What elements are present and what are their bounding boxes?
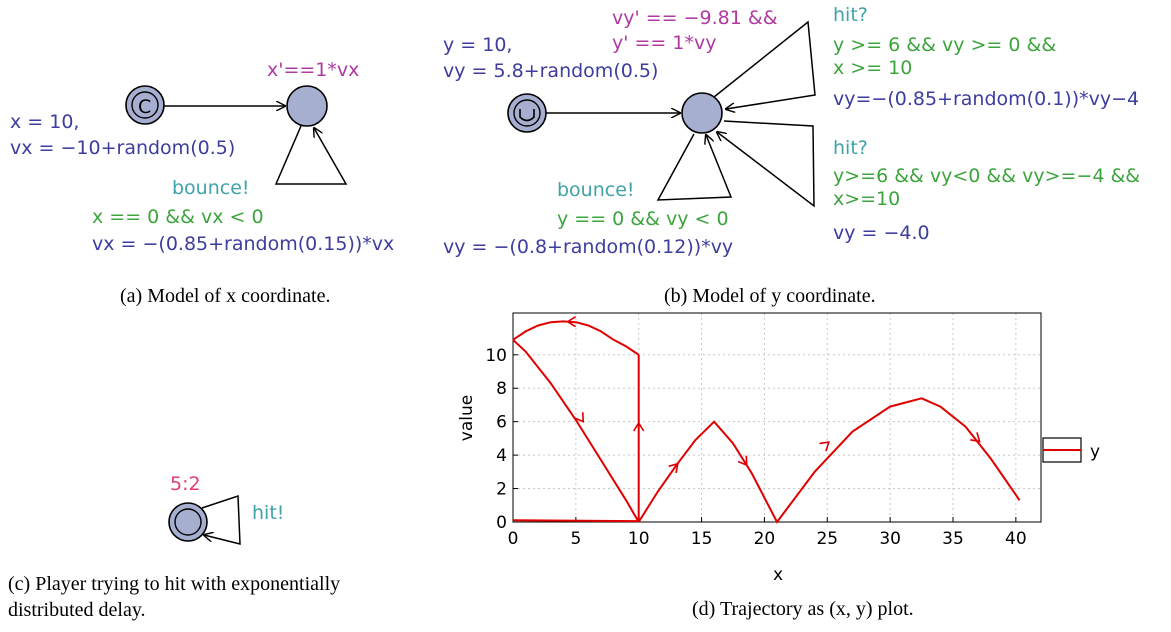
trajectory-direction-arrow [970,432,981,443]
x-tick-label: 5 [570,529,581,549]
bounce-update-label-a: vx = −(0.85+random(0.15))*vx [92,233,394,255]
x-tick-label: 15 [691,529,713,549]
y-tick-label: 0 [496,513,507,533]
direction-arrows [566,316,981,474]
hit2-update-label: vy = −4.0 [833,222,930,244]
edge-hit-loop-2 [717,120,815,208]
initial-marker-a [131,91,159,119]
x-tick-label: 25 [816,529,838,549]
edge-hit-loop-c [201,494,241,545]
y-tick-label: 4 [496,446,507,466]
legend-label-y: y [1090,442,1100,462]
initial-marker-b [513,99,541,127]
bounce-sync-label-b: bounce! [557,179,635,201]
caption-d: (d) Trajectory as (x, y) plot. [692,598,914,620]
trajectory-direction-arrow [737,455,748,467]
x-tick-label: 35 [942,529,964,549]
x-tick-label: 0 [508,529,519,549]
bounce-guard-label-a: x == 0 && vx < 0 [92,206,264,228]
committed-c-glyph: C [138,96,151,118]
invariant-label-b1: vy' == −9.81 && [612,7,778,29]
edge-bounce-loop-a [274,125,348,185]
bounce-update-label-b: vy = −(0.8+random(0.12))*vy [443,236,733,258]
panel-c: 5:2 hit! (c) Player trying to hit with e… [8,473,340,621]
plot-frame [512,312,1042,523]
y-tick-label: 2 [496,480,507,500]
y-tick-label: 10 [485,346,507,366]
x-tick-label: 20 [754,529,776,549]
hit1-sync-label: hit? [833,4,868,26]
init-x-label: x = 10, [10,111,79,133]
y-axis-label: value [457,395,477,441]
trajectory-direction-arrow [574,412,585,423]
x-tick-label: 10 [628,529,650,549]
chart-ticks: 0 5 10 15 20 25 30 35 40 0 2 4 6 8 10 [485,346,1026,549]
hit2-guard-label-2: x>=10 [833,188,900,210]
location-node-a [286,85,328,127]
bounce-sync-label-a: bounce! [172,177,250,199]
caption-c-line1: (c) Player trying to hit with exponentia… [8,573,340,595]
init-y-label: y = 10, [443,34,512,56]
caption-c-line2: distributed delay. [8,599,146,621]
x-tick-label: 30 [879,529,901,549]
trajectory-direction-arrow [819,441,830,452]
invariant-label-a: x'==1*vx [267,59,359,81]
trajectory-chart: 0 5 10 15 20 25 30 35 40 0 2 4 6 8 10 x value y (d) Tr… [457,312,1100,620]
bounce-guard-label-b: y == 0 && vy < 0 [557,208,729,230]
edge-bounce-loop-b [656,134,733,201]
x-tick-label: 40 [1005,529,1027,549]
invariant-label-b2: y' == 1*vy [612,32,716,54]
trajectory-direction-arrow [668,462,679,474]
caption-a: (a) Model of x coordinate. [120,285,330,307]
y-tick-label: 8 [496,379,507,399]
y-tick-label: 6 [496,413,507,433]
hit1-guard-label-2: x >= 10 [833,57,912,79]
trajectory-direction-arrow [566,316,577,328]
urgent-u-glyph [519,109,535,122]
panel-a: C x = 10, vx = −10+random(0.5) x'==1*vx … [10,59,394,307]
chart-grid [512,313,1041,523]
hit2-guard-label-1: y>=6 && vy<0 && vy>=−4 && [833,165,1140,187]
init-vy-label: vy = 5.8+random(0.5) [443,60,658,82]
init-vx-label: vx = −10+random(0.5) [10,137,235,159]
panel-b: y = 10, vy = 5.8+random(0.5) vy' == −9.8… [443,4,1140,307]
trajectory-direction-arrow [633,421,645,432]
edge-hit-loop-1 [713,20,816,109]
hit2-sync-label: hit? [833,137,868,159]
x-axis-label: x [773,565,783,585]
caption-b: (b) Model of y coordinate. [664,285,876,307]
legend: y [1042,437,1100,463]
location-node-b [681,92,723,134]
hit1-update-label: vy=−(0.85+random(0.1))*vy−4 [833,88,1139,110]
initial-marker-c [174,508,202,536]
series-y-line [512,320,1021,524]
hit-sync-label-c: hit! [252,502,284,524]
rate-label: 5:2 [170,473,201,495]
hit1-guard-label-1: y >= 6 && vy >= 0 && [833,34,1056,56]
